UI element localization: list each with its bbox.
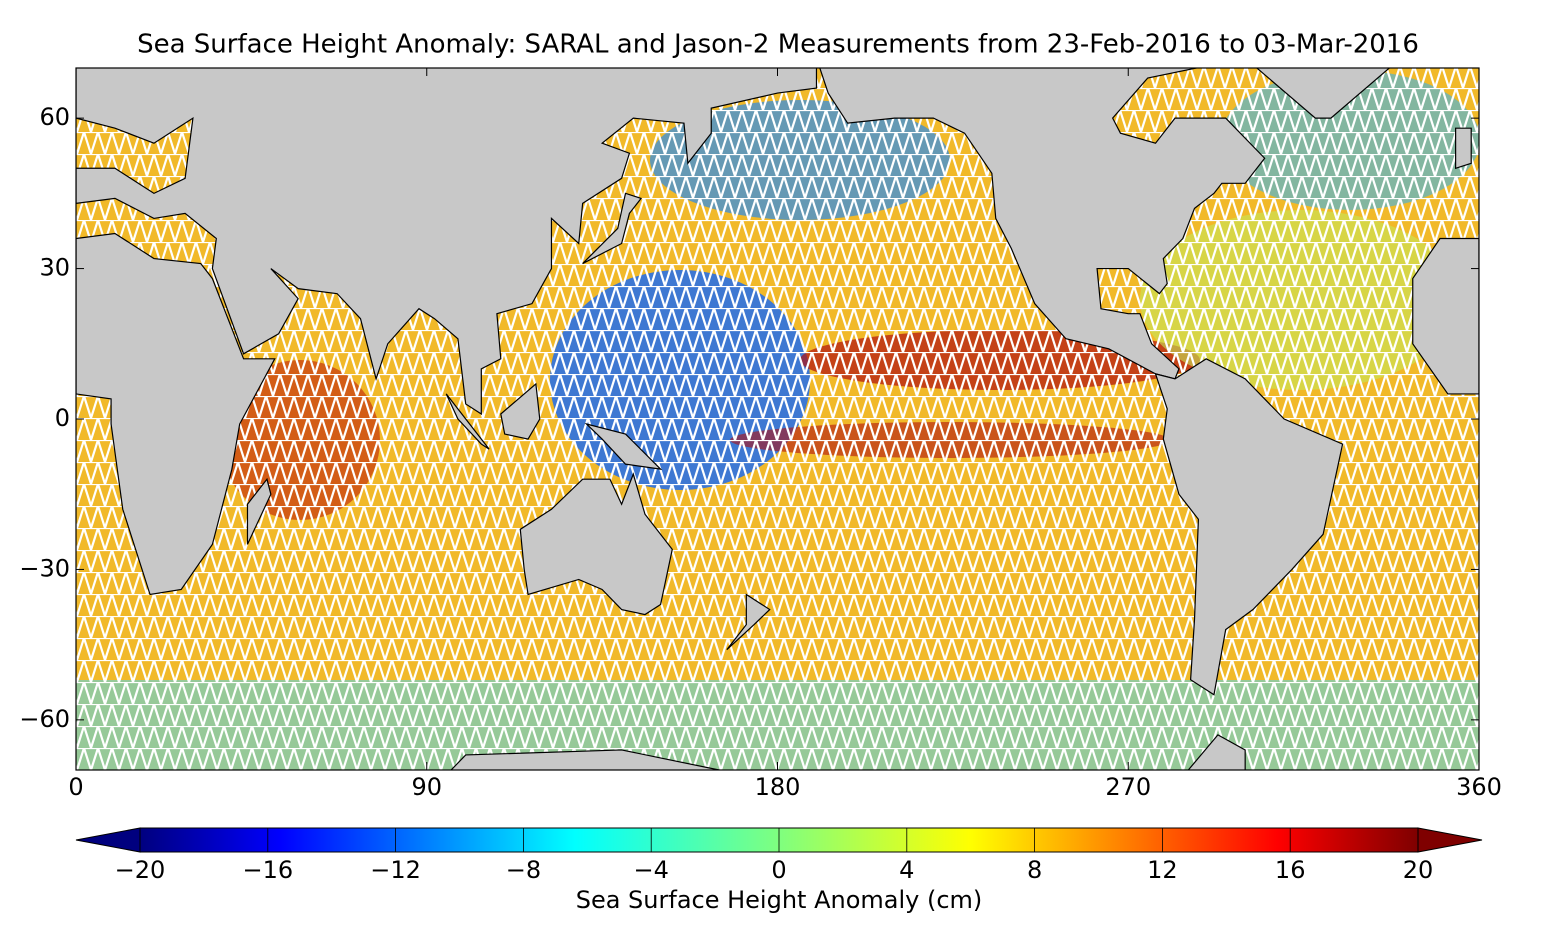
- y-tick-label: −60: [19, 705, 70, 733]
- colorbar-tick-label: 0: [771, 856, 786, 884]
- colorbar-tick-label: 16: [1275, 856, 1306, 884]
- y-tick-label: 30: [39, 254, 70, 282]
- chart-title: Sea Surface Height Anomaly: SARAL and Ja…: [137, 30, 1419, 60]
- colorbar-extend-low: [75, 827, 141, 853]
- y-tick-label: 60: [39, 103, 70, 131]
- colorbar-tick-label: 8: [1027, 856, 1042, 884]
- x-tick-label: 90: [411, 773, 442, 801]
- colorbar-tick-label: −20: [115, 856, 166, 884]
- land: [76, 68, 1479, 770]
- colorbar-tick-label: −16: [242, 856, 293, 884]
- x-tick-label: 360: [1456, 773, 1502, 801]
- colorbar-tick-label: −12: [370, 856, 421, 884]
- y-tick-label: 0: [55, 404, 70, 432]
- colorbar-tick-label: 20: [1403, 856, 1434, 884]
- colorbar-extend-high: [1417, 827, 1483, 853]
- y-tick-label: −30: [19, 554, 70, 582]
- colorbar-tick-label: 12: [1147, 856, 1178, 884]
- x-tick-label: 180: [755, 773, 801, 801]
- colorbar-tick-label: 4: [899, 856, 914, 884]
- x-tick-label: 0: [68, 773, 83, 801]
- colorbar-label: Sea Surface Height Anomaly (cm): [576, 886, 983, 914]
- colorbar-tick-label: −4: [634, 856, 669, 884]
- x-tick-label: 270: [1105, 773, 1151, 801]
- colorbar-tick-label: −8: [506, 856, 541, 884]
- map-area: [76, 68, 1479, 770]
